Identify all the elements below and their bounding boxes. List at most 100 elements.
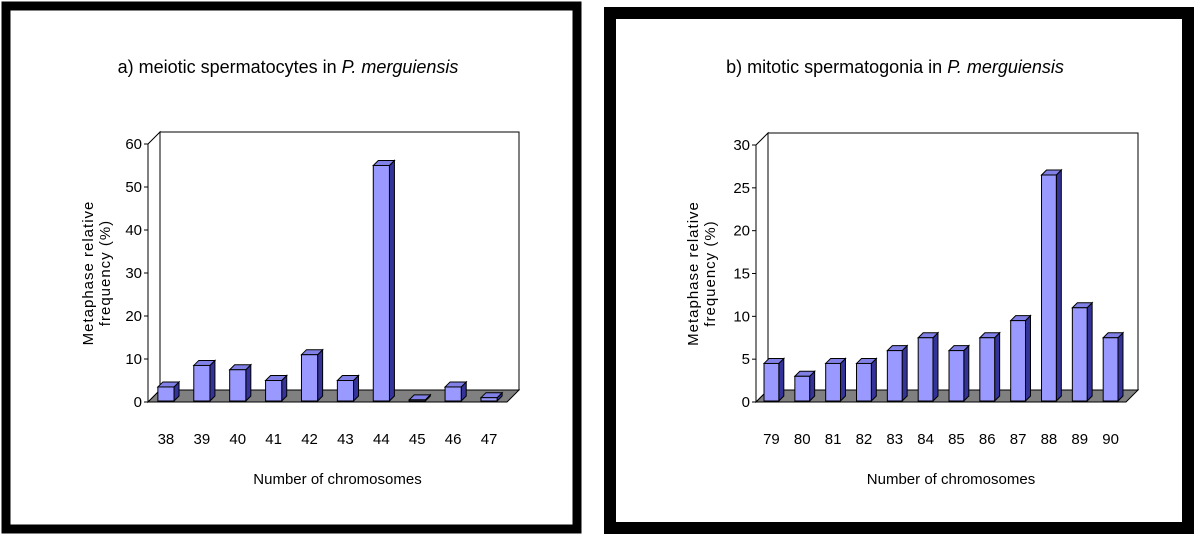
- chart-a-ytick-label: 40: [125, 222, 142, 239]
- chart-a-bar-side: [245, 363, 252, 403]
- chart-a-xtick-label: 45: [409, 431, 426, 448]
- chart-b-bar: [1071, 301, 1094, 403]
- chart-a-bar-front: [265, 380, 283, 402]
- chart-b-xtick-label: 89: [1071, 431, 1088, 448]
- chart-b-bar-front: [1041, 174, 1057, 402]
- chart-a-title-prefix: a) meiotic spermatocytes in: [118, 57, 342, 77]
- chart-a-xtick-label: 38: [158, 431, 175, 448]
- chart-b-xtick-label: 85: [948, 431, 965, 448]
- chart-b-bar-front: [979, 337, 996, 402]
- chart-b-bar-side: [1055, 168, 1062, 403]
- chart-b-xtick-label: 86: [979, 431, 996, 448]
- chart-b-bar: [793, 370, 816, 403]
- chart-a-xtick-label: 39: [194, 431, 211, 448]
- chart-b-bar-front: [1071, 307, 1088, 402]
- chart-b-xtick-label: 88: [1041, 431, 1058, 448]
- chart-a-bar-front: [300, 354, 319, 402]
- chart-b-bar: [947, 344, 971, 403]
- chart-a-xtick-label: 47: [481, 431, 498, 448]
- chart-a-bar-side: [209, 359, 216, 403]
- chart-b-bar-front: [825, 362, 841, 402]
- chart-b-bar-front: [948, 350, 965, 402]
- chart-b-xtick-label: 81: [825, 431, 842, 448]
- chart-a-y-axis-label: Metaphase relativefrequency (%): [80, 201, 114, 346]
- chart-a-bar-front: [408, 399, 426, 402]
- chart-a-side-wall: [147, 130, 161, 404]
- chart-b-bar-side: [778, 357, 785, 403]
- chart-panel-b: b) mitotic spermatogonia in P. merguiens…: [603, 0, 1195, 535]
- chart-a-bar-front: [372, 165, 390, 402]
- chart-b-ytick-label: 5: [742, 351, 750, 368]
- chart-b-title-species: P. merguiensis: [947, 57, 1064, 77]
- chart-b-ytick-label: 20: [733, 223, 750, 240]
- chart-b-bar: [855, 357, 878, 403]
- chart-a-bar-front: [480, 397, 498, 402]
- chart-b-ytick-label: 25: [733, 180, 750, 197]
- chart-b-y-axis-label: Metaphase relativefrequency (%): [685, 201, 719, 346]
- chart-b-bar-front: [794, 375, 811, 402]
- chart-b-x-axis-label: Number of chromosomes: [867, 471, 1035, 488]
- chart-b-bar-side: [1117, 331, 1124, 403]
- chart-b-ytick-label: 0: [742, 394, 750, 411]
- chart-a-back-wall: [159, 131, 520, 391]
- chart-a-bar: [228, 363, 253, 403]
- chart-a-xtick-label: 43: [337, 431, 354, 448]
- chart-b-xtick-label: 79: [763, 431, 780, 448]
- chart-b-bar: [762, 357, 786, 403]
- chart-a-ytick-label: 60: [125, 136, 142, 153]
- chart-b-bar: [1040, 168, 1063, 403]
- chart-a-bar: [372, 159, 396, 403]
- chart-b-bar-side: [994, 331, 1001, 403]
- chart-a-bar: [264, 374, 288, 403]
- chart-b-bar: [824, 357, 847, 403]
- chart-a-bar-front: [193, 364, 211, 402]
- chart-a-ytick-label: 30: [125, 265, 142, 282]
- chart-b-plot: 0 5 10 15 20 25 30 79 80 81 82 83 84 85 86 87 88 89 90 Numb…: [685, 131, 1140, 488]
- chart-b-xtick-label: 80: [794, 431, 811, 448]
- chart-a-bar: [192, 359, 217, 403]
- chart-b-bar: [1009, 314, 1032, 403]
- chart-a-svg: a) meiotic spermatocytes in P. merguiens…: [1, 1, 582, 534]
- chart-a-ytick-label: 20: [125, 308, 142, 325]
- chart-a-xtick-label: 41: [265, 431, 282, 448]
- chart-b-xtick-label: 84: [917, 431, 934, 448]
- chart-a-ytick-label: 0: [134, 394, 142, 411]
- chart-b-title-prefix: b) mitotic spermatogonia in: [726, 57, 947, 77]
- chart-b-bar-front: [917, 337, 934, 402]
- chart-a-bar-front: [336, 380, 355, 402]
- chart-b-bar: [916, 331, 940, 403]
- chart-b-bar-side: [963, 344, 970, 403]
- chart-a-bar: [336, 374, 360, 403]
- chart-b-bar-front: [763, 362, 780, 402]
- chart-b-bar: [978, 331, 1001, 403]
- chart-a-xtick-label: 42: [301, 431, 318, 448]
- chart-b-bar-front: [1102, 337, 1119, 402]
- chart-a-title: a) meiotic spermatocytes in P. merguiens…: [118, 57, 459, 77]
- chart-b-bar-front: [1010, 320, 1026, 402]
- chart-b-bar-side: [932, 331, 939, 403]
- chart-b-bar-side: [1086, 301, 1093, 403]
- chart-a-bar: [407, 393, 432, 403]
- chart-b-xtick-label: 82: [856, 431, 873, 448]
- chart-a-x-axis-label: Number of chromosomes: [253, 471, 421, 488]
- chart-a-bar: [300, 348, 324, 403]
- chart-b-y-axis-label-line: frequency (%): [702, 220, 719, 326]
- chart-b-bar-side: [1024, 314, 1031, 403]
- chart-a-bar-front: [444, 386, 462, 402]
- chart-b-bar-side: [839, 357, 846, 403]
- chart-a-bar-front: [229, 369, 247, 402]
- chart-b-bar: [1101, 331, 1125, 403]
- chart-b-xtick-label: 90: [1102, 431, 1119, 448]
- chart-b-ytick-label: 10: [733, 308, 750, 325]
- chart-a-title-species: P. merguiensis: [342, 57, 459, 77]
- chart-b-ytick-label: 30: [733, 137, 750, 154]
- chart-a-bar-side: [388, 159, 395, 403]
- chart-a-xtick-label: 44: [373, 431, 390, 448]
- chart-a-bar: [156, 380, 181, 403]
- chart-a-y-axis-label-line: Metaphase relative: [80, 201, 97, 346]
- chart-a-ytick-label: 10: [125, 351, 142, 368]
- chart-a-y-axis-label-line: frequency (%): [97, 220, 114, 326]
- chart-b-bar-front: [886, 350, 903, 402]
- chart-a-bar-side: [317, 348, 324, 403]
- chart-b-title: b) mitotic spermatogonia in P. merguiens…: [726, 57, 1064, 77]
